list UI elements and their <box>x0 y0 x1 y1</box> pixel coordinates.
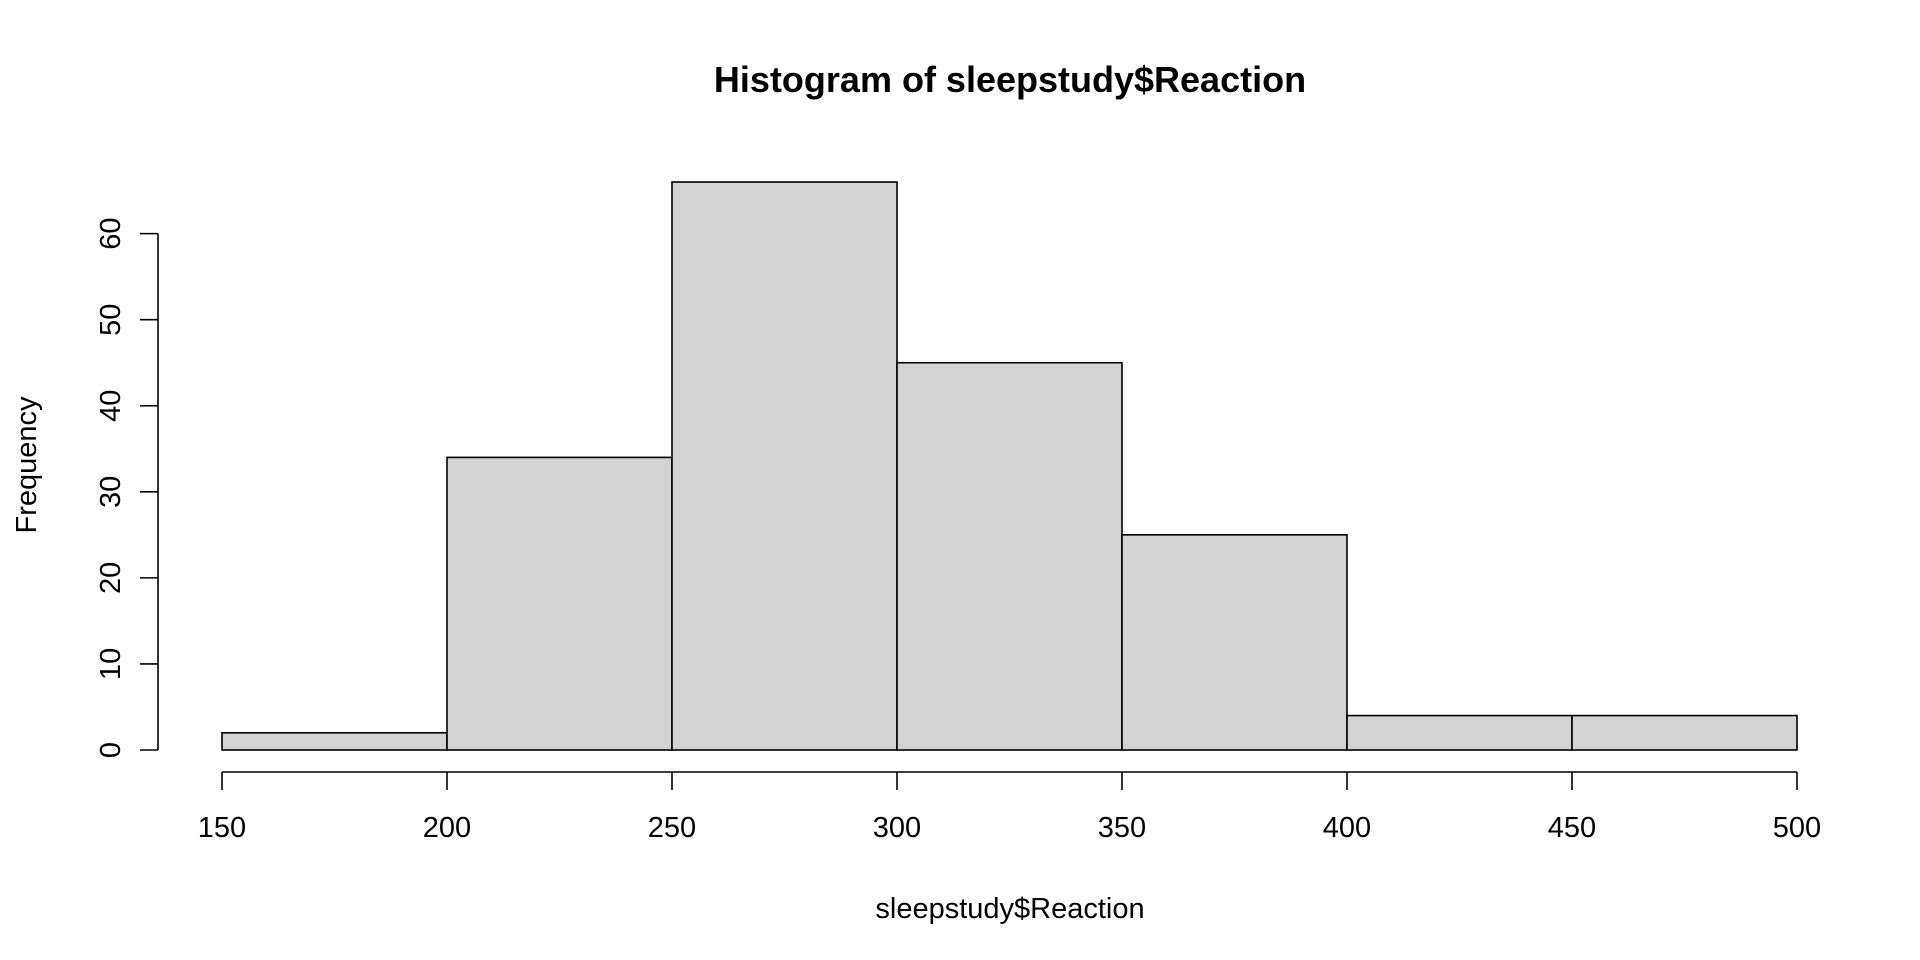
y-axis: 0 10 20 30 40 50 60 <box>95 218 159 758</box>
histogram-bar <box>1346 714 1573 751</box>
histogram-bar <box>1121 534 1348 751</box>
x-tick-label: 200 <box>423 812 471 844</box>
histogram-bar <box>896 361 1123 751</box>
y-tick-label: 40 <box>95 390 127 422</box>
x-tick-label: 500 <box>1773 812 1821 844</box>
x-tick-label: 150 <box>198 812 246 844</box>
y-axis-label: Frequency <box>11 396 43 534</box>
y-tick-label: 50 <box>95 304 127 336</box>
histogram-bar <box>221 731 448 751</box>
histogram-bar <box>671 181 898 751</box>
bars-layer <box>221 181 1798 751</box>
y-tick-label: 20 <box>95 562 127 594</box>
y-tick-label: 0 <box>95 742 127 758</box>
x-tick-label: 350 <box>1098 812 1146 844</box>
histogram-bar <box>446 456 673 751</box>
x-tick-label: 400 <box>1323 812 1371 844</box>
x-axis-label: sleepstudy$Reaction <box>875 893 1144 925</box>
x-tick-label: 450 <box>1548 812 1596 844</box>
x-axis: 150 200 250 300 350 400 450 500 <box>198 771 1821 844</box>
x-tick-label: 250 <box>648 812 696 844</box>
y-tick-label: 60 <box>95 218 127 250</box>
chart-title: Histogram of sleepstudy$Reaction <box>714 59 1306 100</box>
y-tick-label: 10 <box>95 648 127 680</box>
y-tick-label: 30 <box>95 476 127 508</box>
x-tick-label: 300 <box>873 812 921 844</box>
histogram-bar <box>1571 714 1798 751</box>
